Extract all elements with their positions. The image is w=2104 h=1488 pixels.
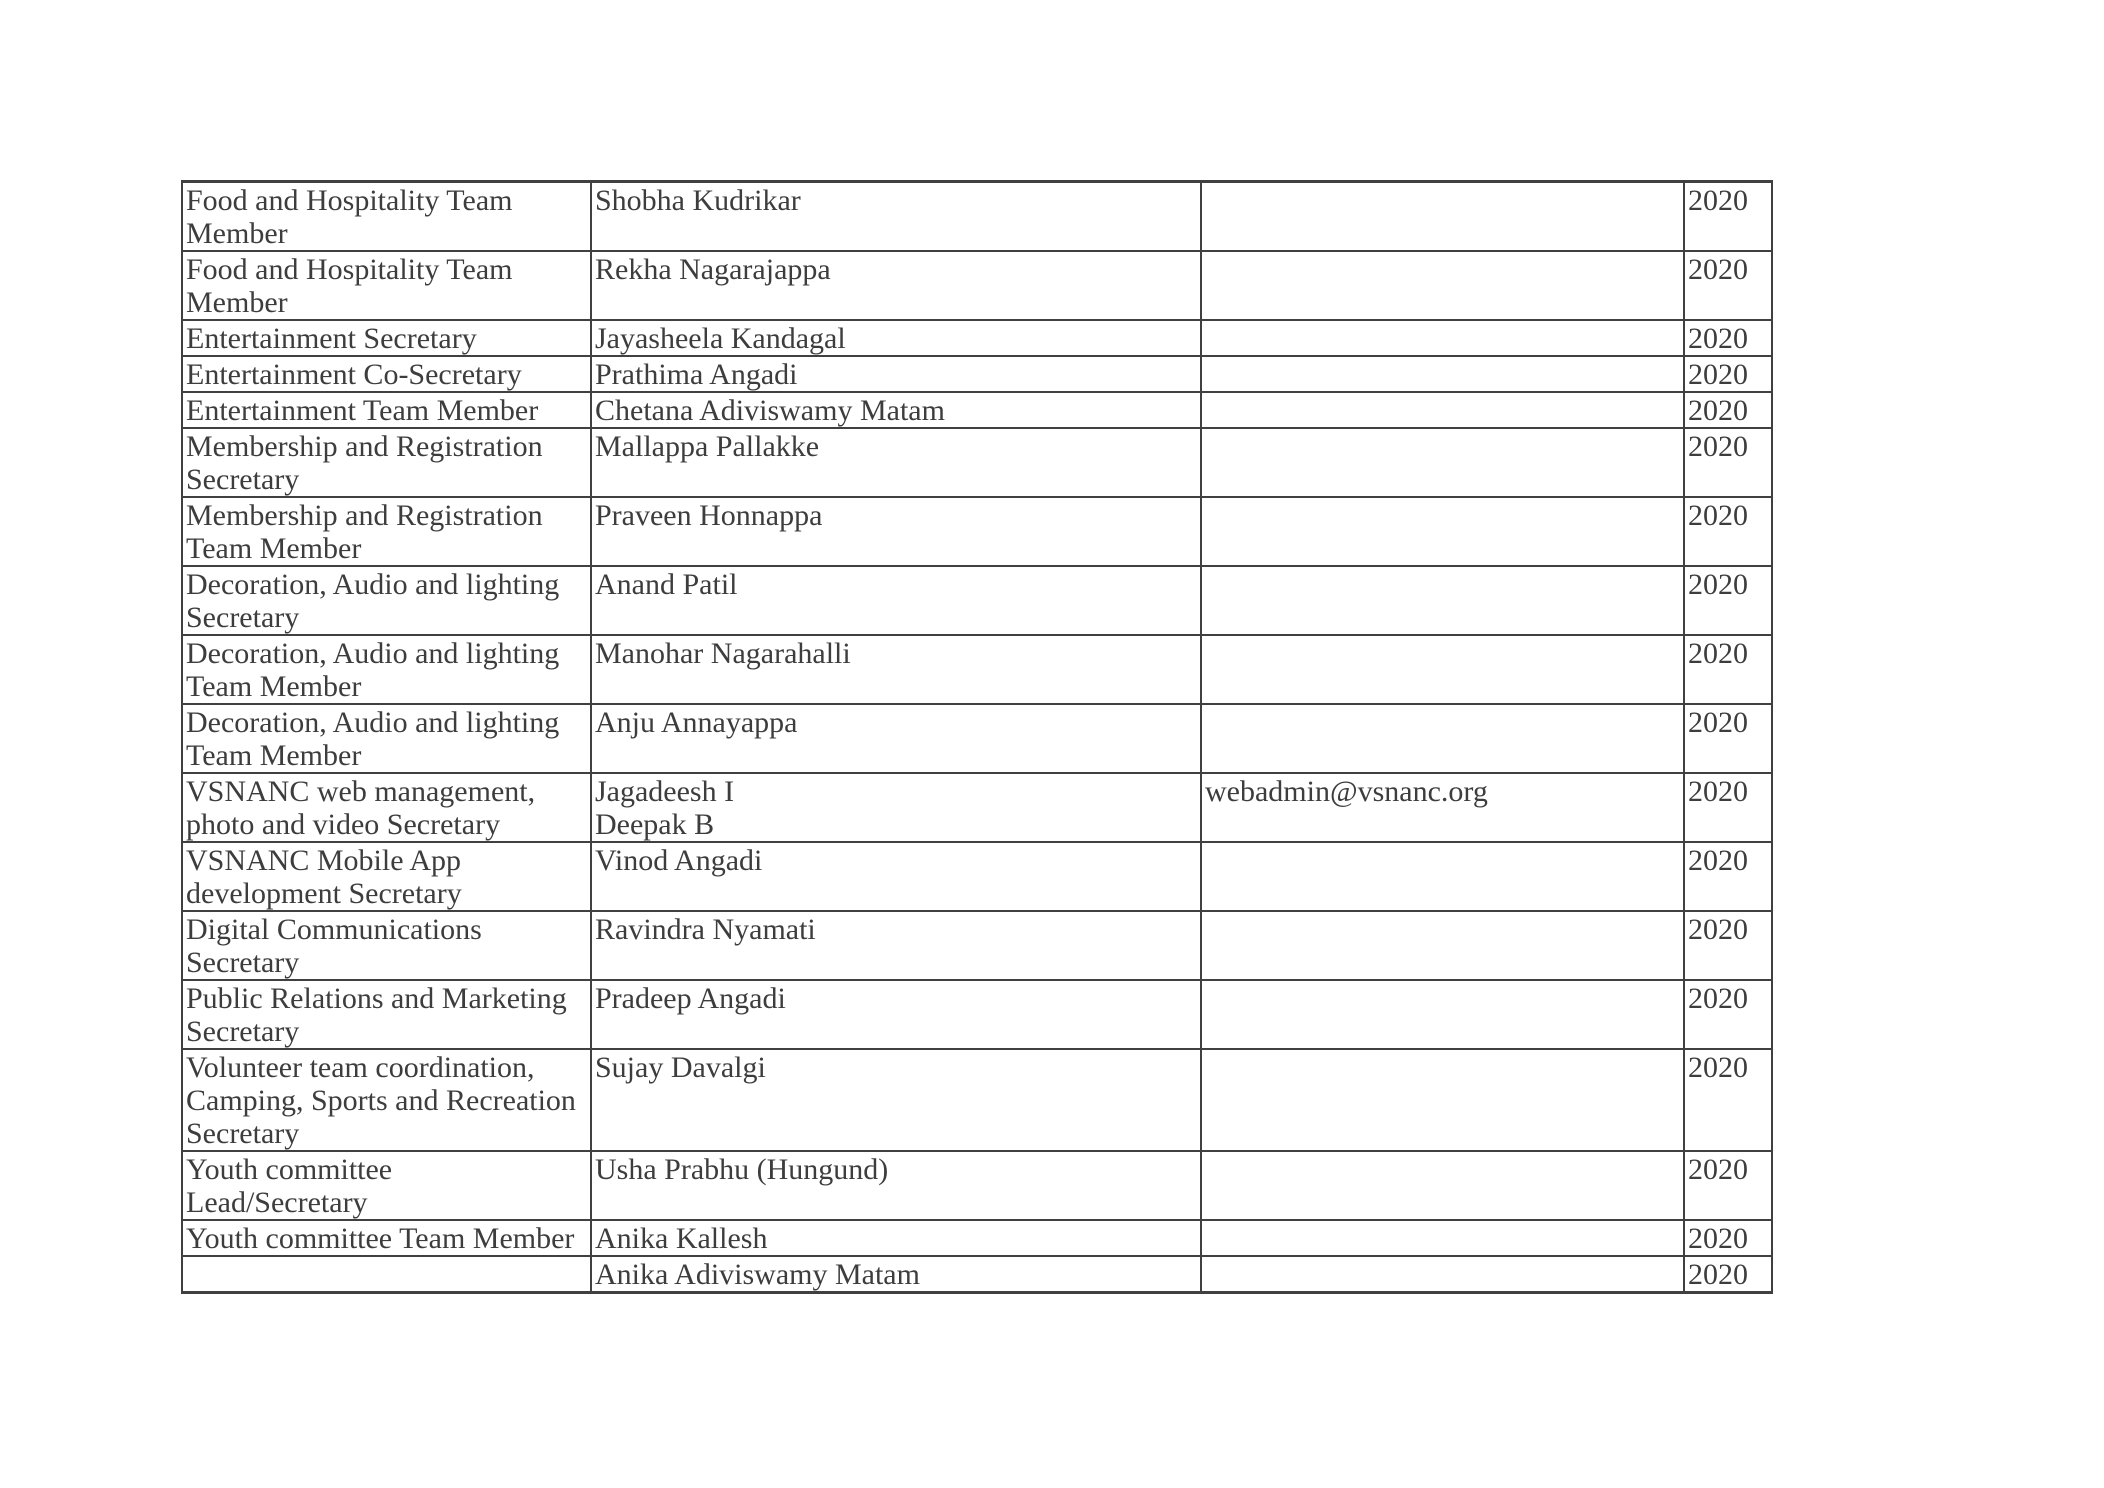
role-cell: Volunteer team coordination, Camping, Sp… — [181, 1048, 592, 1152]
role-cell: Entertainment Team Member — [181, 391, 592, 429]
table-row: Youth committee Team Member Anika Kallesh… — [181, 1219, 1773, 1257]
year-cell: 2020 — [1683, 1048, 1773, 1152]
year-cell: 2020 — [1683, 565, 1773, 636]
role-cell: Digital Communications Secretary — [181, 910, 592, 981]
table-row: Public Relations and Marketing Secretary… — [181, 979, 1773, 1050]
name-cell: Anika Adiviswamy Matam — [590, 1255, 1202, 1294]
role-cell: Decoration, Audio and lighting Team Memb… — [181, 634, 592, 705]
name-cell: Pradeep Angadi — [590, 979, 1202, 1050]
year-cell: 2020 — [1683, 979, 1773, 1050]
table-row: Decoration, Audio and lighting Secretary… — [181, 565, 1773, 636]
name-cell: Sujay Davalgi — [590, 1048, 1202, 1152]
table-row: VSNANC web management, photo and video S… — [181, 772, 1773, 843]
name-cell: Chetana Adiviswamy Matam — [590, 391, 1202, 429]
role-cell: Entertainment Co-Secretary — [181, 355, 592, 393]
email-cell — [1200, 703, 1685, 774]
email-cell — [1200, 910, 1685, 981]
email-cell — [1200, 979, 1685, 1050]
email-cell — [1200, 1219, 1685, 1257]
table-row: Membership and Registration Team Member P… — [181, 496, 1773, 567]
name-cell: Ravindra Nyamati — [590, 910, 1202, 981]
email-cell — [1200, 496, 1685, 567]
table-row: Decoration, Audio and lighting Team Memb… — [181, 703, 1773, 774]
email-cell — [1200, 355, 1685, 393]
year-cell: 2020 — [1683, 391, 1773, 429]
table-row: Entertainment Team Member Chetana Adivisw… — [181, 391, 1773, 429]
name-cell: Anju Annayappa — [590, 703, 1202, 774]
table-row: Entertainment Co-Secretary Prathima Angad… — [181, 355, 1773, 393]
table-row: Volunteer team coordination, Camping, Sp… — [181, 1048, 1773, 1152]
role-cell: Membership and Registration Secretary — [181, 427, 592, 498]
table-row: Food and Hospitality Team Member Rekha Na… — [181, 250, 1773, 321]
name-cell: Shobha Kudrikar — [590, 180, 1202, 252]
year-cell: 2020 — [1683, 319, 1773, 357]
table-row: Digital Communications Secretary Ravindra… — [181, 910, 1773, 981]
year-cell: 2020 — [1683, 496, 1773, 567]
committee-table: Food and Hospitality Team Member Shobha K… — [181, 180, 1773, 1294]
email-cell — [1200, 250, 1685, 321]
name-cell: Usha Prabhu (Hungund) — [590, 1150, 1202, 1221]
year-cell: 2020 — [1683, 703, 1773, 774]
table-row: Food and Hospitality Team Member Shobha K… — [181, 180, 1773, 252]
name-cell: Rekha Nagarajappa — [590, 250, 1202, 321]
year-cell: 2020 — [1683, 841, 1773, 912]
email-cell — [1200, 1048, 1685, 1152]
email-cell — [1200, 634, 1685, 705]
email-cell — [1200, 319, 1685, 357]
name-cell: Anika Kallesh — [590, 1219, 1202, 1257]
email-cell — [1200, 1150, 1685, 1221]
name-cell: Manohar Nagarahalli — [590, 634, 1202, 705]
name-cell: Anand Patil — [590, 565, 1202, 636]
role-cell: Youth committee Team Member — [181, 1219, 592, 1257]
year-cell: 2020 — [1683, 427, 1773, 498]
email-cell — [1200, 180, 1685, 252]
role-cell: Decoration, Audio and lighting Team Memb… — [181, 703, 592, 774]
role-cell: VSNANC web management, photo and video S… — [181, 772, 592, 843]
email-cell — [1200, 427, 1685, 498]
table-row: VSNANC Mobile App development Secretary V… — [181, 841, 1773, 912]
name-cell: Prathima Angadi — [590, 355, 1202, 393]
name-cell: Mallappa Pallakke — [590, 427, 1202, 498]
name-cell: Vinod Angadi — [590, 841, 1202, 912]
role-cell: Public Relations and Marketing Secretary — [181, 979, 592, 1050]
role-cell: VSNANC Mobile App development Secretary — [181, 841, 592, 912]
year-cell: 2020 — [1683, 1219, 1773, 1257]
year-cell: 2020 — [1683, 180, 1773, 252]
table-row: Youth committee Lead/Secretary Usha Prabh… — [181, 1150, 1773, 1221]
role-cell: Entertainment Secretary — [181, 319, 592, 357]
year-cell: 2020 — [1683, 355, 1773, 393]
email-cell — [1200, 391, 1685, 429]
table-row: Anika Adiviswamy Matam 2020 — [181, 1255, 1773, 1294]
name-cell: Praveen Honnappa — [590, 496, 1202, 567]
name-cell: Jagadeesh I Deepak B — [590, 772, 1202, 843]
table-row: Membership and Registration Secretary Mal… — [181, 427, 1773, 498]
email-cell — [1200, 841, 1685, 912]
year-cell: 2020 — [1683, 772, 1773, 843]
year-cell: 2020 — [1683, 1150, 1773, 1221]
year-cell: 2020 — [1683, 910, 1773, 981]
year-cell: 2020 — [1683, 250, 1773, 321]
year-cell: 2020 — [1683, 1255, 1773, 1294]
role-cell: Youth committee Lead/Secretary — [181, 1150, 592, 1221]
table-row: Entertainment Secretary Jayasheela Kandag… — [181, 319, 1773, 357]
year-cell: 2020 — [1683, 634, 1773, 705]
role-cell: Food and Hospitality Team Member — [181, 180, 592, 252]
name-cell: Jayasheela Kandagal — [590, 319, 1202, 357]
table-row: Decoration, Audio and lighting Team Memb… — [181, 634, 1773, 705]
role-cell — [181, 1255, 592, 1294]
table-body: Food and Hospitality Team Member Shobha K… — [181, 180, 1773, 1294]
email-cell — [1200, 565, 1685, 636]
role-cell: Decoration, Audio and lighting Secretary — [181, 565, 592, 636]
role-cell: Food and Hospitality Team Member — [181, 250, 592, 321]
email-cell: webadmin@vsnanc.org — [1200, 772, 1685, 843]
role-cell: Membership and Registration Team Member — [181, 496, 592, 567]
email-cell — [1200, 1255, 1685, 1294]
